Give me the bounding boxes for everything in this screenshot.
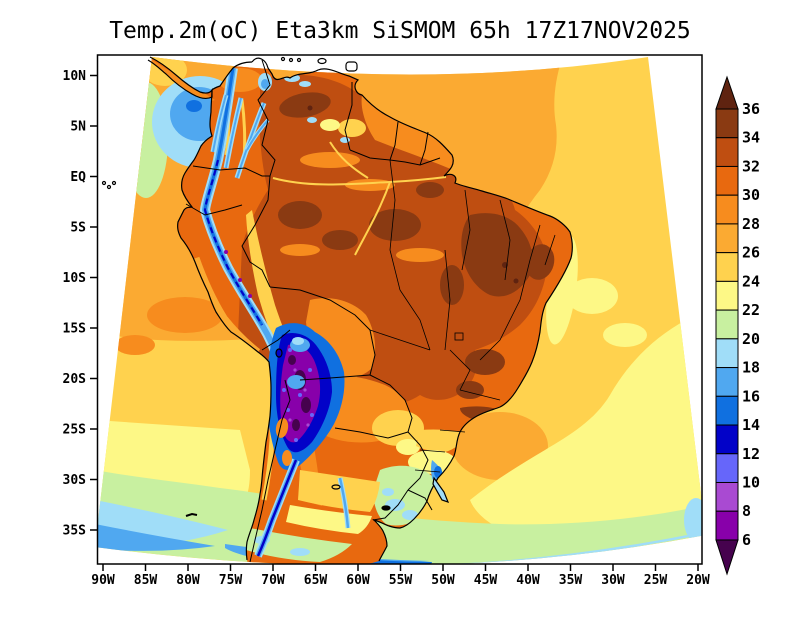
colorbar-label: 32 xyxy=(742,158,760,176)
colorbar-bottom-arrow xyxy=(715,539,739,576)
colorbar-segment xyxy=(715,280,739,311)
colorbar-label: 24 xyxy=(742,272,760,290)
colorbar-label: 26 xyxy=(742,244,760,262)
x-tick-label: 75W xyxy=(219,573,243,588)
colorbar-label: 18 xyxy=(742,359,760,377)
colorbar-labels: 36 34 32 30 28 26 24 22 20 18 16 14 12 1… xyxy=(742,100,760,549)
colorbar-segment xyxy=(715,137,739,167)
y-tick-label: 10N xyxy=(63,69,87,84)
colorbar-segment xyxy=(715,108,739,139)
x-tick-label: 45W xyxy=(474,573,498,588)
colorbar-label: 28 xyxy=(742,215,760,233)
colorbar-label: 34 xyxy=(742,129,760,147)
colorbar-segment xyxy=(715,367,739,397)
country-borders xyxy=(185,59,441,563)
y-tick-label: 10S xyxy=(63,271,87,286)
colorbar-segment xyxy=(715,481,739,512)
colorbar-segment xyxy=(715,165,739,196)
state-borders xyxy=(369,159,556,473)
x-tick-label: 90W xyxy=(91,573,115,588)
x-tick-label: 40W xyxy=(516,573,540,588)
x-tick-label: 85W xyxy=(134,573,158,588)
y-axis: 10N 5N EQ 5S 10S 15S 20S 25S 30S 35S xyxy=(63,69,98,539)
temperature-field xyxy=(97,57,702,564)
colorbar-label: 14 xyxy=(742,416,760,434)
colorbar-label: 20 xyxy=(742,330,760,348)
x-tick-label: 60W xyxy=(346,573,370,588)
x-tick-label: 80W xyxy=(176,573,200,588)
map-plot-area xyxy=(97,56,702,564)
colorbar-segment xyxy=(715,424,739,455)
x-tick-label: 55W xyxy=(389,573,413,588)
y-tick-label: 5S xyxy=(70,221,86,236)
x-tick-label: 20W xyxy=(686,573,710,588)
x-tick-label: 25W xyxy=(644,573,668,588)
colorbar-label: 12 xyxy=(742,445,760,463)
colorbar-segment xyxy=(715,338,739,369)
y-tick-label: 25S xyxy=(63,423,87,438)
y-tick-label: EQ xyxy=(70,170,86,185)
colorbar-label: 36 xyxy=(742,100,760,118)
colorbar-label: 10 xyxy=(742,474,760,492)
colorbar-segment xyxy=(715,453,739,483)
coastline xyxy=(101,56,573,562)
y-tick-label: 35S xyxy=(63,524,87,539)
colorbar: 36 34 32 30 28 26 24 22 20 18 16 14 12 1… xyxy=(715,75,760,576)
x-tick-label: 65W xyxy=(304,573,328,588)
colorbar-segment xyxy=(715,309,739,340)
y-tick-label: 20S xyxy=(63,372,87,387)
y-tick-label: 30S xyxy=(63,473,87,488)
x-axis: 90W 85W 80W 75W 70W 65W 60W 55W 50W 45W … xyxy=(91,564,710,588)
colorbar-label: 6 xyxy=(742,531,751,549)
andes-cordillera xyxy=(199,67,345,558)
colorbar-segment xyxy=(715,395,739,426)
colorbar-label: 22 xyxy=(742,301,760,319)
x-tick-label: 70W xyxy=(261,573,285,588)
colorbar-segment xyxy=(715,223,739,254)
x-tick-label: 30W xyxy=(601,573,625,588)
colorbar-label: 30 xyxy=(742,186,760,204)
y-tick-label: 5N xyxy=(70,120,86,135)
colorbar-label: 16 xyxy=(742,387,760,405)
colorbar-top-arrow xyxy=(715,75,739,110)
map-title: Temp.2m(oC) Eta3km SiSMOM 65h 17Z17NOV20… xyxy=(109,18,691,44)
x-tick-label: 50W xyxy=(431,573,455,588)
x-tick-label: 35W xyxy=(559,573,583,588)
colorbar-segment xyxy=(715,252,739,282)
colorbar-label: 8 xyxy=(742,502,751,520)
colorbar-segment xyxy=(715,194,739,225)
colorbar-segment xyxy=(715,510,739,541)
y-tick-label: 15S xyxy=(63,322,87,337)
